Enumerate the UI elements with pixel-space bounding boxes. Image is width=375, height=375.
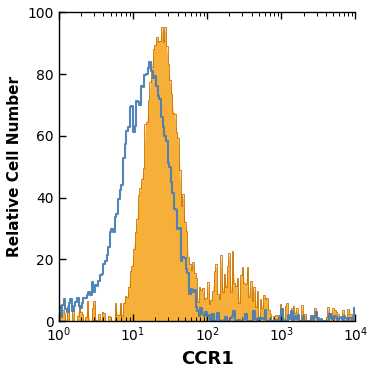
X-axis label: CCR1: CCR1 [181, 350, 233, 368]
Y-axis label: Relative Cell Number: Relative Cell Number [7, 76, 22, 257]
